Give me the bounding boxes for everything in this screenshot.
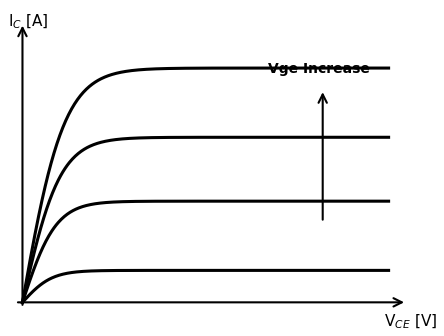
Text: Vge Increase: Vge Increase xyxy=(268,62,370,76)
Text: I$_C$ [A]: I$_C$ [A] xyxy=(8,12,48,31)
Text: V$_{CE}$ [V]: V$_{CE}$ [V] xyxy=(384,313,437,331)
